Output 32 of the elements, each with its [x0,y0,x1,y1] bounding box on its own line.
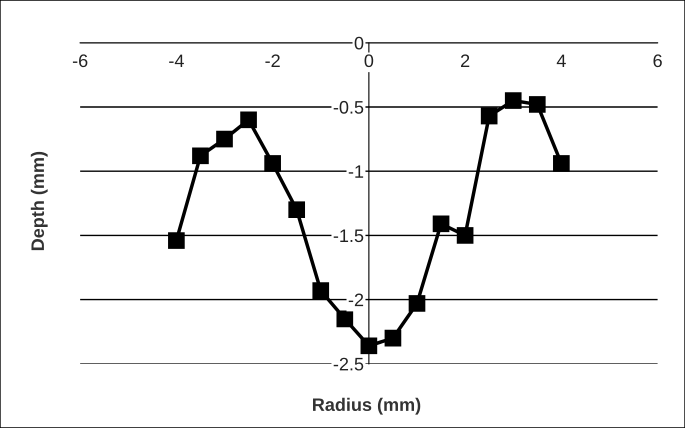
point [312,282,330,299]
point [360,337,378,354]
point [456,227,474,244]
point [240,112,257,128]
point [480,108,498,124]
point [504,92,522,109]
y-tick-label: -2 [348,294,364,306]
x-tick-label: 0 [364,54,374,68]
point [216,130,233,148]
point [528,96,546,113]
point [192,147,209,164]
y-tick-label: -2.5 [334,358,364,371]
x-tick-label: -4 [169,54,184,67]
point [408,295,426,312]
point [336,310,354,328]
x-tick-label: 6 [653,54,662,68]
y-tick-label: -0.5 [334,100,364,114]
point [288,201,306,218]
x-tick-label: 4 [556,54,566,67]
x-tick-label: -2 [265,54,280,67]
x-tick-label: -6 [72,54,88,68]
y-tick-label: -1.5 [334,230,364,242]
point [432,216,450,232]
point [264,155,281,172]
point [553,155,570,172]
x-axis-title: Radius (mm) [313,398,420,415]
y-axis-title: Depth (mm) [30,152,48,250]
x-tick-label: 2 [461,54,470,67]
point [384,330,402,346]
point [168,232,185,249]
y-tick-label: -1 [348,165,364,178]
y-tick-label: 0 [354,36,364,50]
